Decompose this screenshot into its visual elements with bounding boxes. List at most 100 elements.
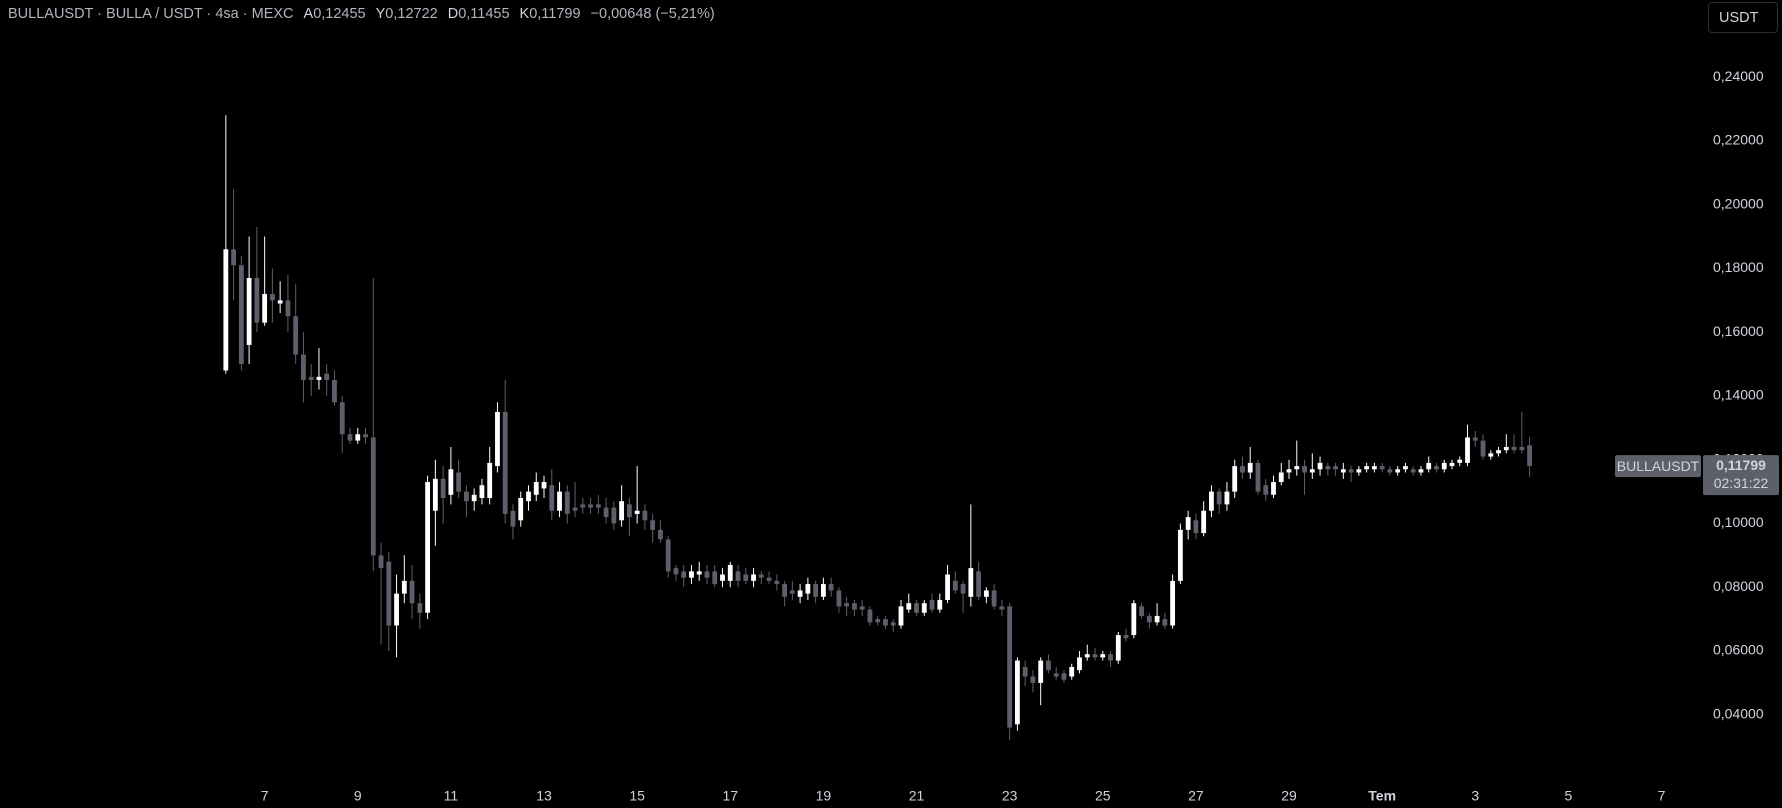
- candle-body: [487, 462, 493, 498]
- candle-body: [1511, 446, 1517, 451]
- candle-body: [223, 249, 229, 371]
- candle-body: [751, 574, 756, 581]
- candle-body: [1527, 445, 1533, 467]
- candle-body: [440, 478, 446, 498]
- candle-body: [952, 580, 958, 591]
- candle-body: [1371, 466, 1377, 470]
- candle-body: [456, 472, 462, 492]
- ohlc-item: D0,11455: [448, 6, 510, 22]
- currency-button[interactable]: USDT: [1708, 2, 1778, 33]
- candle-body: [1007, 606, 1013, 728]
- ohlc-value: 0,11799: [529, 6, 581, 22]
- candle-body: [1441, 462, 1447, 470]
- candle-body: [1403, 466, 1408, 470]
- candle-body: [937, 600, 943, 610]
- candle-body: [898, 606, 904, 626]
- candle-body: [316, 376, 322, 381]
- candle-body: [890, 622, 896, 626]
- candle-body: [921, 603, 927, 613]
- candle-body: [1410, 469, 1416, 473]
- candle-body: [1449, 462, 1455, 467]
- candle-body: [363, 434, 368, 438]
- x-tick-label: 3: [1471, 788, 1479, 804]
- candle-body: [409, 580, 415, 604]
- candle-body: [370, 437, 376, 556]
- y-tick-label: 0,14000: [1713, 387, 1764, 403]
- candle-body: [1356, 469, 1362, 473]
- candle-body: [1465, 437, 1470, 463]
- countdown: 02:31:22: [1714, 475, 1769, 491]
- candle-body: [976, 571, 982, 597]
- candle-body: [1387, 469, 1393, 473]
- candle-body: [1271, 482, 1276, 495]
- candle-body: [743, 574, 749, 581]
- ohlc-key: K: [519, 6, 530, 22]
- candle-body: [1364, 466, 1370, 470]
- candle-body: [1061, 673, 1067, 680]
- candle-body: [1100, 654, 1106, 658]
- candle-body: [471, 494, 477, 502]
- ohlc-item: A0,12455: [304, 6, 366, 22]
- candle-body: [766, 577, 772, 581]
- x-tick-label: 9: [354, 788, 362, 804]
- candle-body: [1170, 580, 1176, 626]
- candle-body: [1193, 520, 1199, 534]
- candle-body: [1224, 491, 1230, 505]
- x-tick-label: 5: [1565, 788, 1573, 804]
- candle-body: [1077, 657, 1082, 671]
- candle-body: [611, 507, 617, 524]
- ohlc-values: A0,12455 Y0,12722 D0,11455 K0,11799: [304, 6, 581, 22]
- candle-body: [1108, 654, 1113, 661]
- candle-body: [945, 574, 950, 601]
- ohlc-value: 0,12455: [313, 6, 366, 22]
- candle-body: [883, 619, 888, 626]
- candle-body: [634, 510, 640, 514]
- candle-body: [262, 293, 268, 323]
- x-tick-label: 29: [1281, 788, 1297, 804]
- candle-body: [1154, 615, 1160, 623]
- symbol-title: BULLAUSDT · BULLA / USDT · 4sa · MEXC: [8, 6, 294, 22]
- candle-body: [1426, 462, 1432, 470]
- candle-body: [1123, 635, 1129, 639]
- candle-body: [572, 507, 578, 511]
- candle-body: [689, 571, 694, 578]
- candle-body: [238, 265, 244, 365]
- symbol-tag: BULLAUSDT: [1617, 458, 1700, 474]
- candle-body: [533, 482, 539, 495]
- candle-body: [1348, 469, 1354, 473]
- candle-body: [564, 491, 570, 514]
- ohlc-key: Y: [375, 6, 386, 22]
- candle-body: [588, 504, 593, 508]
- candle-body: [526, 491, 531, 502]
- candle-body: [1201, 510, 1207, 534]
- ohlc-key: D: [447, 6, 459, 22]
- y-tick-label: 0,10000: [1713, 514, 1764, 530]
- candle-body: [246, 278, 252, 345]
- candle-body: [1185, 517, 1191, 530]
- candle-body: [642, 510, 648, 521]
- candle-body: [805, 584, 811, 594]
- candle-body: [1457, 459, 1463, 463]
- candle-body: [712, 571, 718, 585]
- candle-body: [1333, 466, 1338, 470]
- candle-body: [1247, 462, 1253, 473]
- candle-body: [1131, 603, 1137, 636]
- price-tag-bg: [1703, 455, 1779, 496]
- candle-body: [378, 555, 384, 569]
- candle-body: [844, 603, 850, 607]
- price-change: −0,00648 (−5,21%): [590, 6, 715, 22]
- candle-body: [735, 571, 741, 581]
- candle-body: [231, 249, 236, 266]
- candle-body: [1434, 466, 1439, 470]
- candle-body: [789, 590, 795, 594]
- candle-body: [448, 469, 454, 495]
- symbol-header: BULLAUSDT · BULLA / USDT · 4sa · MEXC A0…: [8, 6, 715, 22]
- candle-body: [332, 380, 337, 403]
- candle-body: [1294, 466, 1300, 470]
- candle-body: [852, 603, 857, 610]
- candle-body: [1480, 440, 1486, 457]
- ohlc-value: 0,12722: [385, 6, 438, 22]
- candle-body: [782, 584, 787, 597]
- ohlc-key: A: [303, 6, 314, 22]
- candle-body: [417, 603, 423, 613]
